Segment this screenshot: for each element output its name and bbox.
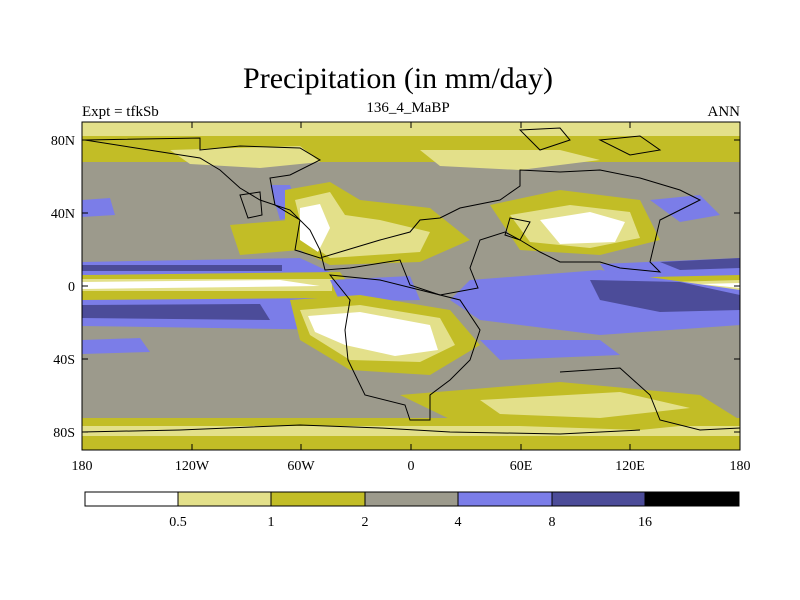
north-wet-core [82, 265, 282, 271]
sio-wet-patch [480, 340, 620, 360]
experiment-label: Expt = tfkSb [82, 104, 159, 120]
east-pacific-white [700, 283, 740, 288]
south-indian-light [480, 392, 690, 418]
maritime-wet-core [590, 280, 740, 312]
colorbar-swatch [178, 492, 271, 506]
period-label: 136_4_MaBP [366, 100, 449, 116]
lat-tick-label: 80S [53, 426, 75, 441]
pacific-dry-tongue [82, 280, 320, 289]
eurasia-light-patch [420, 150, 600, 170]
colorbar-swatch [458, 492, 552, 506]
colorbar-level-label: 0.5 [169, 515, 187, 530]
npac-wet-patch [82, 198, 115, 217]
sa-dry-core [308, 312, 438, 356]
antarctic-coast [82, 424, 641, 435]
na-subtropic-light [295, 192, 430, 258]
gulf-outline [239, 191, 263, 219]
colorbar-swatch [365, 492, 458, 506]
precip-map [82, 122, 740, 450]
lon-tick-label: 180 [72, 459, 93, 474]
southern-landmass-outline [328, 274, 481, 421]
arctic-island-outline [518, 127, 571, 151]
southern-continent-edge [559, 367, 740, 431]
colorbar-level-label: 4 [455, 515, 462, 530]
na-dry-core [300, 204, 330, 252]
lon-tick-label: 0 [408, 459, 415, 474]
lat-tick-label: 40N [51, 207, 75, 222]
lon-tick-label: 180 [730, 459, 751, 474]
arctic-island-2-outline [598, 135, 662, 156]
colorbar-swatch [552, 492, 645, 506]
northern-landmass-outline [84, 137, 702, 296]
lat-tick-label: 80N [51, 134, 75, 149]
arctic-light-band [82, 122, 740, 136]
colorbar-level-label: 8 [549, 515, 556, 530]
lon-tick-label: 120W [175, 459, 210, 474]
colorbar-level-label: 16 [638, 515, 652, 530]
lon-tick-label: 120E [615, 459, 645, 474]
colorbar-swatch [271, 492, 365, 506]
latitude-axis: 80N 40N 0 40S 80S [51, 134, 740, 441]
season-label: ANN [708, 104, 741, 120]
east-asia-wet [650, 195, 720, 222]
longitude-axis: 180 120W 60W 0 60E 120E 180 [72, 122, 751, 474]
lat-tick-label: 0 [68, 280, 75, 295]
red-sea-outline [504, 217, 531, 241]
atlantic-wet [330, 276, 420, 302]
coastlines [82, 127, 740, 435]
asia-dry-core [540, 212, 625, 244]
colorbar-level-label: 1 [268, 515, 275, 530]
colorbar: 0.5 1 2 4 8 16 [84, 491, 740, 530]
west-pacific-north-core [660, 258, 740, 270]
lon-tick-label: 60E [510, 459, 533, 474]
antarctic-light-band [82, 426, 740, 436]
colorbar-level-label: 2 [362, 515, 369, 530]
colorbar-frame [84, 491, 740, 507]
colorbar-swatch [85, 492, 178, 506]
figure-title: Precipitation (in mm/day) [243, 62, 553, 95]
spac-wet-patch [82, 338, 150, 354]
lon-tick-label: 60W [287, 459, 315, 474]
south-wet-core [82, 304, 270, 320]
colorbar-swatch [645, 492, 739, 506]
ne-pacific-olive [230, 220, 300, 255]
lat-tick-label: 40S [53, 353, 75, 368]
